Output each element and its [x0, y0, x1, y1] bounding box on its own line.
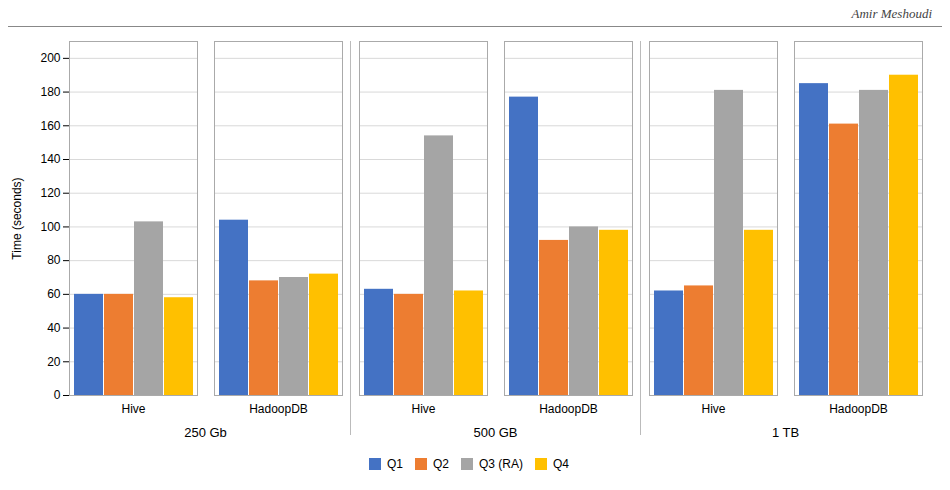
svg-text:Hive: Hive: [701, 402, 725, 416]
html-text:Amir Meshoudi: Amir Meshoudi: [851, 6, 932, 21]
html-text:Q2: Q2: [433, 456, 449, 471]
svg-text:HadoopDB: HadoopDB: [249, 402, 308, 416]
svg-text:HadoopDB: HadoopDB: [829, 402, 888, 416]
svg-text:180: 180: [40, 85, 60, 99]
svg-text:200: 200: [40, 51, 60, 65]
html-text:Q4: Q4: [553, 456, 569, 471]
svg-text:40: 40: [47, 321, 61, 335]
svg-text:20: 20: [47, 355, 61, 369]
svg-text:Hive: Hive: [121, 402, 145, 416]
svg-text:1 TB: 1 TB: [772, 425, 799, 440]
svg-text:140: 140: [40, 152, 60, 166]
html-text:Q1: Q1: [387, 456, 403, 471]
svg-text:60: 60: [47, 287, 61, 301]
svg-text:120: 120: [40, 186, 60, 200]
svg-text:0: 0: [54, 388, 61, 402]
html-text:Q3 (RA): Q3 (RA): [479, 456, 523, 471]
svg-text:160: 160: [40, 119, 60, 133]
svg-text:80: 80: [47, 253, 61, 267]
svg-text:100: 100: [40, 220, 60, 234]
svg-text:500 GB: 500 GB: [473, 425, 517, 440]
svg-text:250 Gb: 250 Gb: [184, 425, 227, 440]
svg-text:Time (seconds): Time (seconds): [10, 177, 24, 259]
svg-text:Hive: Hive: [411, 402, 435, 416]
svg-text:HadoopDB: HadoopDB: [539, 402, 598, 416]
